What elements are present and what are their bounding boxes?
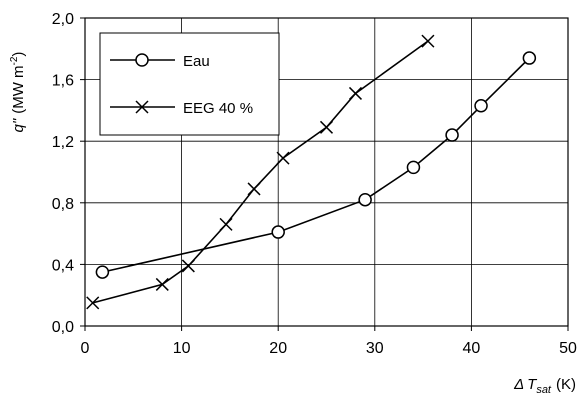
data-point-eau — [406, 160, 421, 175]
x-tick-label: 40 — [463, 340, 481, 357]
y-tick-label: 1,2 — [52, 134, 74, 151]
x-axis-label-unit: (K) — [556, 376, 576, 393]
data-point-eau — [445, 128, 459, 142]
series-eau — [95, 51, 537, 279]
series-eeg-40 — [86, 34, 435, 310]
data-point-eeg-40 — [319, 120, 334, 134]
legend: Eau EEG 40 % — [99, 32, 280, 136]
legend-marker-eeg — [135, 100, 149, 114]
x-tick-label: 20 — [269, 340, 287, 357]
x-axis-label-symbol: T — [527, 376, 538, 393]
data-point-eeg-40 — [348, 86, 363, 100]
x-axis-label: Δ Tsat (K) — [513, 376, 576, 396]
y-axis-label-unit: (MW m — [10, 65, 27, 113]
x-axis-label-delta: Δ — [513, 376, 524, 393]
x-axis-label-subscript: sat — [536, 384, 552, 396]
data-point-eeg-40 — [276, 151, 290, 165]
legend-entry-eeg: EEG 40 % — [110, 100, 253, 117]
x-tick-label: 10 — [173, 340, 191, 357]
legend-label-eeg: EEG 40 % — [183, 100, 253, 117]
data-point-eau — [474, 99, 488, 113]
axis-ticks: 0 10 20 30 40 50 0,0 0,4 0,8 1,2 1,6 2,0 — [52, 11, 577, 357]
data-point-eau — [522, 51, 537, 65]
data-point-eeg-40 — [421, 34, 435, 48]
data-series — [86, 34, 537, 310]
y-axis-label-symbol: q" — [10, 118, 27, 132]
data-point-eeg-40 — [155, 277, 169, 291]
data-point-eeg-40 — [247, 182, 261, 196]
data-point-eeg-40 — [181, 259, 195, 273]
data-point-eau — [271, 225, 285, 239]
data-point-eau — [95, 265, 110, 279]
legend-label-eau: Eau — [183, 53, 210, 70]
x-tick-label: 30 — [366, 340, 384, 357]
data-point-eau — [358, 192, 372, 207]
plot-area-frame — [84, 17, 569, 327]
y-tick-label: 0,0 — [52, 319, 74, 336]
y-axis-label-superscript: -2 — [9, 56, 20, 65]
legend-entry-eau: Eau — [110, 53, 210, 70]
legend-marker-eau — [135, 53, 149, 67]
x-tick-label: 50 — [559, 340, 577, 357]
y-axis-label-unit-close: ) — [10, 52, 27, 57]
y-tick-label: 1,6 — [52, 73, 74, 90]
y-tick-label: 2,0 — [52, 11, 74, 28]
y-axis-label: q" (MW m-2) — [9, 52, 27, 133]
legend-box — [99, 32, 280, 136]
x-tick-label: 0 — [81, 340, 90, 357]
data-point-eeg-40 — [86, 296, 100, 310]
y-tick-label: 0,8 — [52, 196, 74, 213]
y-tick-label: 0,4 — [52, 257, 74, 274]
data-point-eeg-40 — [219, 217, 233, 231]
